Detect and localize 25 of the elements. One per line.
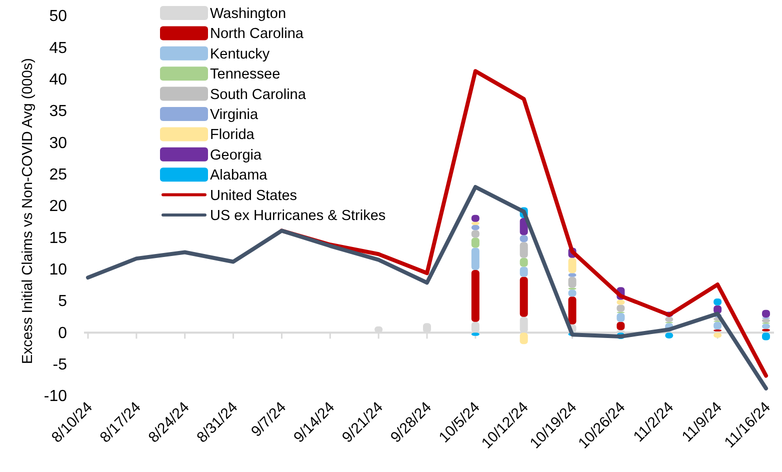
legend-label: Tennessee xyxy=(210,66,280,83)
y-tick-label: 0 xyxy=(58,324,68,342)
y-tick-label: 10 xyxy=(49,261,68,278)
legend-label: North Carolina xyxy=(210,26,304,42)
legend-label: Kentucky xyxy=(210,46,270,62)
y-tick-label: 35 xyxy=(49,103,68,120)
legend-label: Washington xyxy=(210,6,286,22)
y-axis-title: Excess Initial Claims vs Non-COVID Avg (000s) xyxy=(20,58,36,364)
legend-label: Alabama xyxy=(210,168,268,184)
y-tick-label: -10 xyxy=(44,388,68,406)
y-tick-label: 50 xyxy=(49,8,68,26)
y-tick-label: 30 xyxy=(49,134,68,152)
legend-label: Virginia xyxy=(210,107,260,123)
legend-label: South Carolina xyxy=(210,86,307,103)
y-tick-label: -5 xyxy=(52,356,68,374)
y-tick-label: 25 xyxy=(49,166,68,184)
legend-label: US ex Hurricanes & Strikes xyxy=(210,208,386,224)
legend-label: United States xyxy=(210,188,298,204)
y-tick-label: 5 xyxy=(58,293,68,310)
legend-label: Florida xyxy=(210,127,256,144)
legend-label: Georgia xyxy=(210,147,263,164)
y-tick-label: 15 xyxy=(49,230,68,247)
y-tick-label: 40 xyxy=(49,71,68,88)
y-tick-label: 45 xyxy=(49,40,68,57)
y-tick-label: 20 xyxy=(49,198,68,216)
